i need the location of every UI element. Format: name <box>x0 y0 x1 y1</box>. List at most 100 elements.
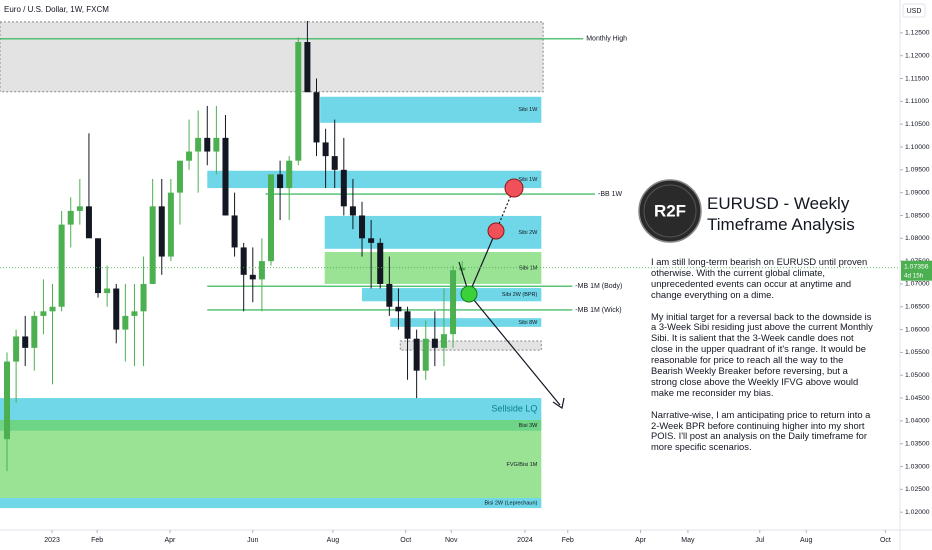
candle-body <box>431 338 438 348</box>
candle-body <box>4 361 11 440</box>
candle-body <box>131 311 138 316</box>
candle-body <box>140 283 147 312</box>
zone-label: Sibi 2W (BPR) <box>502 292 538 298</box>
x-tick-label: 2023 <box>44 537 60 544</box>
candle-body <box>267 174 274 262</box>
y-tick-label: 1.05000 <box>905 372 930 379</box>
candle-body <box>76 206 83 211</box>
candle-body <box>440 334 447 348</box>
y-tick-label: 1.10500 <box>905 121 930 128</box>
candle-body <box>13 336 20 362</box>
y-tick-label: 1.04000 <box>905 418 930 425</box>
y-tick-label: 1.06000 <box>905 326 930 333</box>
annotations <box>458 178 565 409</box>
x-tick-label: May <box>681 537 695 544</box>
candle-body <box>104 288 111 294</box>
candle-body <box>213 137 220 152</box>
arrow-head <box>552 397 565 409</box>
currency-box[interactable] <box>902 3 926 18</box>
zone <box>0 419 542 431</box>
candle-body <box>176 160 183 193</box>
y-tick-label: 1.11000 <box>905 98 929 105</box>
candle-body <box>85 206 92 239</box>
paragraph: My initial target for a reversal back to… <box>651 310 873 398</box>
candle-body <box>95 238 102 294</box>
paragraph: I am still long-term bearish on EURUSD u… <box>651 256 868 300</box>
logo <box>638 179 702 243</box>
x-tick-label: Nov <box>445 537 458 544</box>
zone <box>0 398 542 420</box>
candle-body <box>67 210 74 225</box>
y-tick-label: 1.12000 <box>905 52 930 59</box>
candle-body <box>368 238 375 243</box>
y-tick-label: 1.08500 <box>905 212 930 219</box>
panel-title: EURUSD - Weekly Timeframe Analysis <box>707 194 855 234</box>
candle-body <box>313 92 320 143</box>
candles <box>4 20 466 472</box>
zone <box>324 215 542 249</box>
candle-body <box>167 192 174 257</box>
x-tick-label: Feb <box>562 537 574 544</box>
x-tick-label: Apr <box>164 537 176 544</box>
x-tick-label: Oct <box>400 537 411 544</box>
candle-body <box>386 283 393 307</box>
y-tick-label: 1.02500 <box>905 486 930 493</box>
candle-body <box>295 41 302 161</box>
last-price-label: 1.07356 <box>904 263 929 270</box>
candle-body <box>322 142 329 157</box>
candle-body <box>359 215 366 239</box>
y-tick-label: 1.09500 <box>905 167 930 174</box>
zone-label: Bisi 3W <box>519 423 538 429</box>
zone <box>0 498 542 509</box>
panel-text: I am still long-term bearish on EURUSD u… <box>651 256 873 464</box>
zone <box>0 430 542 499</box>
candle-body <box>286 160 293 189</box>
y-tick-label: 1.05500 <box>905 349 930 356</box>
candle-body <box>395 306 402 312</box>
zone-label: Sibi 1W <box>518 177 538 183</box>
candle-body <box>377 242 384 284</box>
zone <box>390 318 542 327</box>
last-price-box <box>901 260 932 281</box>
candle-body <box>40 311 47 316</box>
zone-label: Sibi 2W <box>518 230 538 236</box>
x-tick-label: Jul <box>755 537 764 544</box>
candle-body <box>459 267 466 271</box>
zone-label: Bisi 2W (Leprechaun) <box>484 501 537 507</box>
y-tick-label: 1.02000 <box>905 509 930 516</box>
zone <box>320 96 542 123</box>
y-tick-label: 1.08000 <box>905 235 930 242</box>
candle-body <box>49 306 56 312</box>
candle-body <box>450 270 457 335</box>
level-label: Monthly High <box>586 36 627 43</box>
zone <box>0 21 544 93</box>
candle-body <box>31 315 38 348</box>
candle-body <box>340 169 347 207</box>
candle-body <box>186 151 193 161</box>
y-tick-label: 1.09000 <box>905 189 930 196</box>
target-circle <box>504 178 524 198</box>
candle-body <box>231 215 238 248</box>
zones: Sibi 1W Sibi 1W Sibi 2W Sibi 1M Sibi 2W (BPR… <box>0 21 627 509</box>
x-tick-label: Feb <box>91 537 103 544</box>
candle-body <box>204 137 211 152</box>
zone-label: Sibi 1W <box>518 107 538 113</box>
currency: USD <box>907 8 922 15</box>
candle-body <box>249 274 256 280</box>
x-tick-label: Apr <box>635 537 647 544</box>
candle-body <box>413 338 420 371</box>
candle-body <box>422 338 429 371</box>
candle-body <box>222 137 229 216</box>
candle-body <box>122 315 129 330</box>
y-tick-label: 1.11500 <box>905 75 929 82</box>
y-tick-label: 1.03000 <box>905 463 930 470</box>
x-tick-label: Oct <box>880 537 891 544</box>
candle-body <box>404 311 411 339</box>
candle-body <box>113 288 120 330</box>
x-tick-label: Aug <box>327 537 340 544</box>
y-tick-label: 1.10000 <box>905 144 930 151</box>
y-tick-label: 1.06500 <box>905 304 930 311</box>
y-tick-label: 1.07000 <box>905 281 930 288</box>
